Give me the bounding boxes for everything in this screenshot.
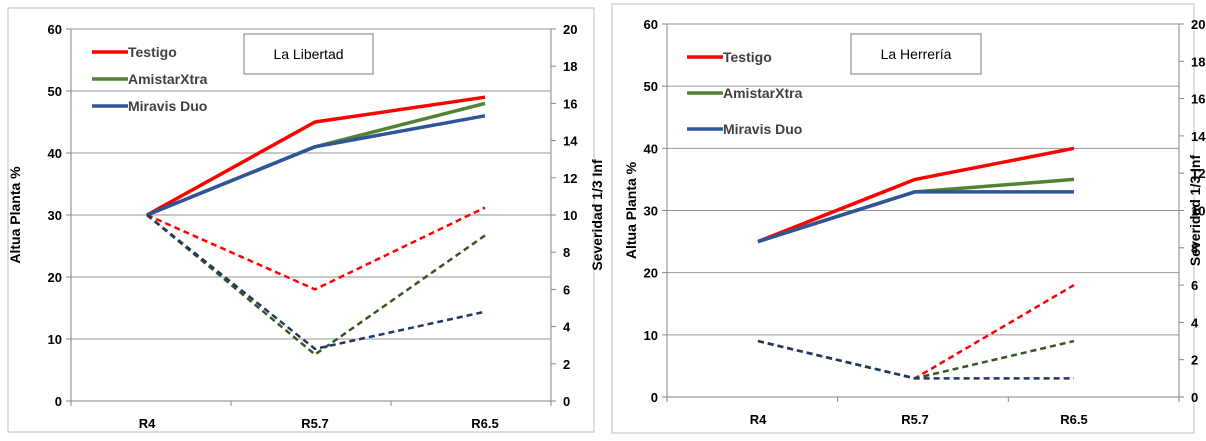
left-tick-label: 0 — [55, 394, 62, 409]
legend-label-amistarxtra: AmistarXtra — [723, 85, 803, 101]
chart-frame — [611, 3, 1195, 434]
series-line-testigo — [146, 95, 486, 217]
x-tick-label: R6.5 — [471, 416, 498, 431]
series-line-miravis-duo — [757, 190, 1074, 244]
series-line-dashed-5 — [757, 339, 1074, 380]
right-tick-label: 18 — [1191, 54, 1205, 69]
annotation-label: La Libertad — [273, 46, 343, 62]
chart-la-libertad: 0 10 20 30 40 50 60 0 2 4 6 8 10 12 14 16 18 20 R4 R5.7 R6.5… — [7, 7, 603, 433]
x-tick-label: R5.7 — [301, 416, 328, 431]
left-tick-label: 0 — [651, 390, 658, 405]
right-tick-label: 0 — [563, 394, 570, 409]
right-tick-label: 14 — [1191, 129, 1206, 144]
annotation-box — [243, 33, 374, 75]
x-tick-label: R5.7 — [901, 412, 928, 427]
left-tick-label: 40 — [644, 141, 658, 156]
chart-svg-la-herreria: 0 10 20 30 40 50 60 0 2 4 6 8 10 12 14 16 18 20 R4 R5.7 R6.5… — [611, 3, 1206, 434]
left-tick-label: 40 — [48, 146, 62, 161]
annotation-box — [850, 33, 982, 75]
right-tick-label: 6 — [1191, 278, 1198, 293]
right-tick-label: 2 — [563, 357, 570, 372]
right-tick-label: 0 — [1191, 390, 1198, 405]
y-axis-title: Altua Planta % — [7, 166, 23, 264]
legend-label-amistarxtra: AmistarXtra — [128, 71, 208, 87]
left-tick-label: 60 — [48, 22, 62, 37]
y2-axis-title: Severidad 1/3 Inf — [1187, 155, 1203, 267]
right-tick-label: 10 — [563, 208, 577, 223]
y-axis-title: Altua Planta % — [623, 161, 639, 259]
right-tick-label: 8 — [563, 245, 570, 260]
annotation-label: La Herrería — [881, 46, 952, 62]
series-line-dashed-5 — [146, 214, 486, 351]
y2-axis-title: Severidad 1/3 Inf — [589, 159, 603, 271]
left-tick-label: 10 — [644, 328, 658, 343]
right-tick-label: 12 — [1191, 166, 1205, 181]
right-tick-label: 4 — [563, 320, 571, 335]
series-line-dashed-3 — [146, 206, 486, 291]
right-tick-label: 14 — [563, 134, 578, 149]
legend-label-miravis-duo: Miravis Duo — [128, 98, 207, 114]
right-tick-label: 2 — [1191, 353, 1198, 368]
right-tick-label: 20 — [1191, 17, 1205, 32]
x-tick-label: R6.5 — [1060, 412, 1087, 427]
x-tick-label: R4 — [139, 416, 156, 431]
chart-la-herreria: 0 10 20 30 40 50 60 0 2 4 6 8 10 12 14 16 18 20 R4 R5.7 R6.5… — [603, 0, 1206, 441]
legend-label-testigo: Testigo — [723, 49, 772, 65]
right-tick-label: 8 — [1191, 241, 1198, 256]
x-tick-label: R4 — [750, 412, 767, 427]
right-tick-label: 20 — [563, 22, 577, 37]
left-tick-label: 30 — [644, 204, 658, 219]
series-line-miravis-duo — [146, 114, 486, 217]
right-tick-label: 18 — [563, 59, 577, 74]
right-tick-label: 4 — [1191, 315, 1199, 330]
left-tick-label: 50 — [48, 84, 62, 99]
right-tick-label: 16 — [563, 96, 577, 111]
right-tick-label: 6 — [563, 282, 570, 297]
series-line-dashed-4 — [146, 214, 486, 356]
left-tick-label: 30 — [48, 208, 62, 223]
left-tick-label: 60 — [644, 17, 658, 32]
legend-label-miravis-duo: Miravis Duo — [723, 121, 802, 137]
left-tick-label: 20 — [48, 270, 62, 285]
left-tick-label: 10 — [48, 332, 62, 347]
legend-label-testigo: Testigo — [128, 44, 177, 60]
chart-svg-la-libertad: 0 10 20 30 40 50 60 0 2 4 6 8 10 12 14 16 18 20 R4 R5.7 R6.5… — [7, 7, 603, 433]
right-tick-label: 16 — [1191, 92, 1205, 107]
left-tick-label: 50 — [644, 79, 658, 94]
left-tick-label: 20 — [644, 266, 658, 281]
series-line-testigo — [757, 146, 1075, 244]
right-tick-label: 12 — [563, 171, 577, 186]
right-tick-label: 10 — [1191, 204, 1205, 219]
